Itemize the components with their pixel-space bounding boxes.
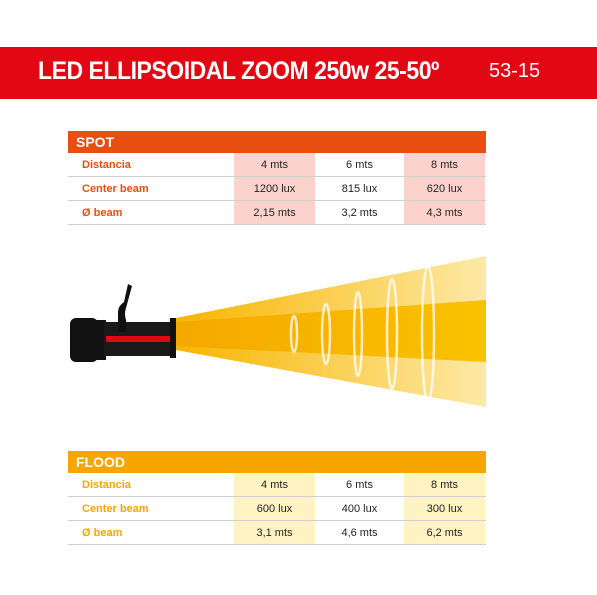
table-cell: 600 lux <box>234 497 315 520</box>
spotlight-fixture-icon <box>70 284 176 362</box>
product-title: LED ELLIPSOIDAL ZOOM 250w 25-50º <box>38 57 439 85</box>
table-cell: 3,1 mts <box>234 521 315 544</box>
beam-illustration <box>70 256 486 407</box>
table-cell: 4,6 mts <box>341 527 378 539</box>
flood-heading: FLOOD <box>68 451 486 473</box>
table-row: Center beam 600 lux 400 lux 300 lux <box>68 497 486 521</box>
row-label: Ø beam <box>82 207 123 219</box>
row-label: Center beam <box>82 503 149 515</box>
table-cell: 8 mts <box>404 153 485 176</box>
row-label: Distancia <box>82 159 131 171</box>
row-label: Ø beam <box>82 527 123 539</box>
table-cell: 620 lux <box>404 177 485 200</box>
table-cell: 4 mts <box>234 153 315 176</box>
table-cell: 3,2 mts <box>341 207 378 219</box>
row-label: Center beam <box>82 183 149 195</box>
table-cell: 6 mts <box>346 479 373 491</box>
table-cell: 4,3 mts <box>404 201 485 224</box>
product-code: 53-15 <box>489 60 541 82</box>
table-cell: 2,15 mts <box>234 201 315 224</box>
table-cell: 1200 lux <box>234 177 315 200</box>
table-cell: 815 lux <box>341 183 378 195</box>
light-beam-icon <box>176 256 486 407</box>
table-row: Center beam 1200 lux 815 lux 620 lux <box>68 177 486 201</box>
spot-heading: SPOT <box>68 131 486 153</box>
table-row: Ø beam 3,1 mts 4,6 mts 6,2 mts <box>68 521 486 545</box>
table-cell: 8 mts <box>404 473 485 496</box>
row-label: Distancia <box>82 479 131 491</box>
table-cell: 6,2 mts <box>404 521 485 544</box>
flood-table: FLOOD Distancia 4 mts 6 mts 8 mts Center… <box>68 451 486 545</box>
table-cell: 6 mts <box>346 159 373 171</box>
table-cell: 4 mts <box>234 473 315 496</box>
table-cell: 300 lux <box>404 497 485 520</box>
title-banner: LED ELLIPSOIDAL ZOOM 250w 25-50º 53-15 <box>0 47 597 99</box>
spot-table: SPOT Distancia 4 mts 6 mts 8 mts Center … <box>68 131 486 225</box>
table-row: Distancia 4 mts 6 mts 8 mts <box>68 473 486 497</box>
table-row: Ø beam 2,15 mts 3,2 mts 4,3 mts <box>68 201 486 225</box>
table-row: Distancia 4 mts 6 mts 8 mts <box>68 153 486 177</box>
table-cell: 400 lux <box>341 503 378 515</box>
